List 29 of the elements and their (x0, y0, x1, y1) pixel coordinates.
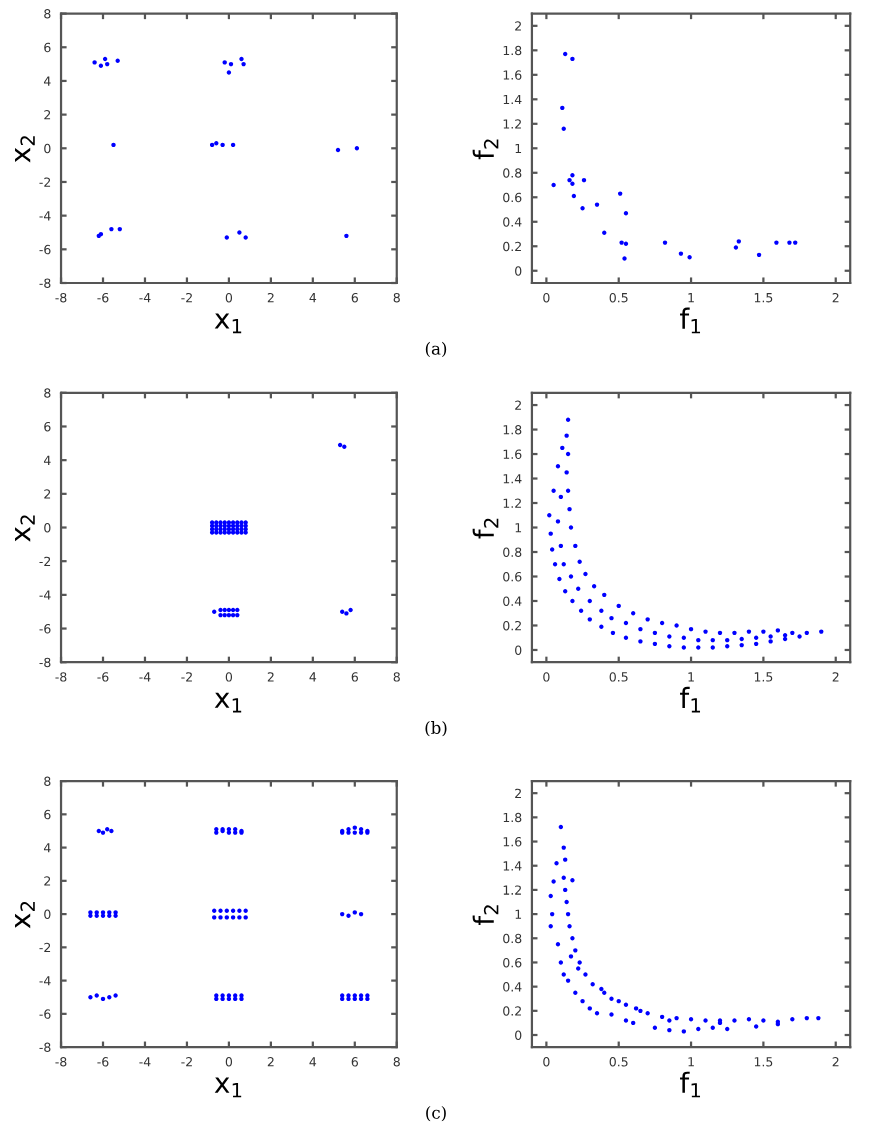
x-axis-title: x$_{1}$ (214, 692, 242, 713)
y-axis-title: f$_{2}$ (472, 518, 499, 539)
y-axis-title: f$_{2}$ (472, 139, 499, 160)
x-axis-title: x$_{1}$ (214, 1077, 242, 1098)
x-axis-title: f$_{1}$ (680, 686, 701, 713)
point (228, 61, 234, 67)
point (623, 241, 629, 247)
y-axis-title: x$_{2}$ (15, 136, 35, 163)
point (581, 177, 587, 183)
point (335, 147, 341, 153)
y-axis-title: f$_{2}$ (472, 905, 499, 926)
x-axis-title: f$_{1}$ (680, 1071, 701, 1098)
x-axis-title: f$_{1}$ (680, 307, 701, 334)
text: (c) (426, 1105, 446, 1122)
point (102, 56, 108, 62)
point (337, 442, 343, 448)
point (230, 612, 236, 618)
y-axis-title: x$_{2}$ (15, 515, 35, 542)
point (226, 612, 232, 618)
text: (b) (425, 721, 447, 737)
point (209, 142, 215, 148)
point (571, 193, 577, 199)
point (230, 607, 236, 613)
point (230, 142, 236, 148)
point (226, 607, 232, 613)
x-axis-title: x$_{1}$ (214, 313, 242, 334)
point (756, 252, 762, 258)
text: (a) (425, 341, 447, 358)
y-axis-title: x$_{2}$ (15, 901, 35, 929)
